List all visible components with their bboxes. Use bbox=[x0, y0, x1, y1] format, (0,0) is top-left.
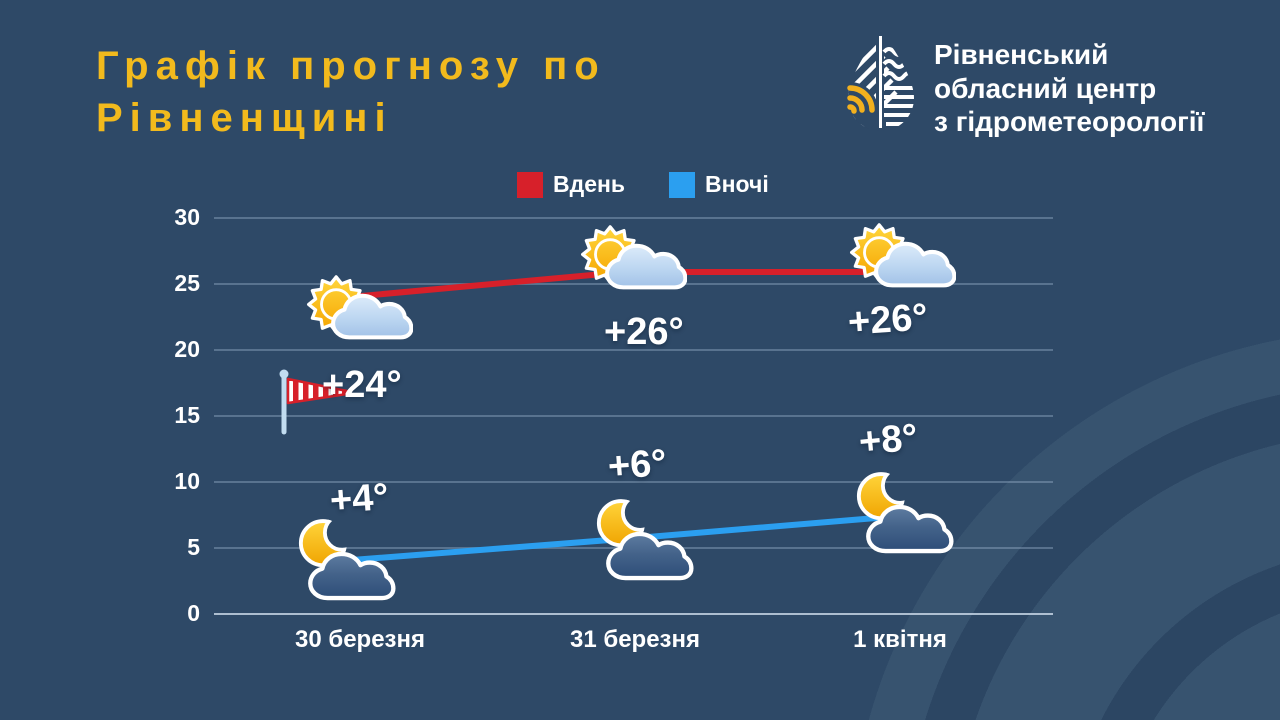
x-axis-label: 30 березня bbox=[295, 626, 425, 653]
legend: Вдень Вночі bbox=[517, 171, 769, 198]
y-axis-label: 15 bbox=[174, 402, 200, 428]
moon-cloud-icon bbox=[855, 471, 955, 554]
gridline-0 bbox=[214, 613, 1053, 615]
temp-label-night-3: +8° bbox=[857, 416, 920, 464]
org-name: Рівненський обласний центр з гідрометеор… bbox=[934, 39, 1205, 137]
moon-cloud-icon bbox=[297, 518, 397, 601]
y-axis-label: 25 bbox=[174, 270, 200, 296]
y-axis-label: 5 bbox=[187, 534, 200, 560]
y-axis-label: 20 bbox=[174, 336, 200, 362]
y-axis-label: 10 bbox=[174, 468, 200, 494]
y-axis-label: 30 bbox=[174, 204, 200, 230]
y-axis-label: 0 bbox=[187, 600, 200, 626]
moon-cloud-icon bbox=[595, 498, 695, 581]
sun-cloud-icon bbox=[846, 222, 956, 298]
temp-label-night-1: +4° bbox=[328, 476, 390, 522]
water-drop-logo-icon bbox=[847, 32, 914, 131]
x-axis-label: 31 березня bbox=[570, 626, 700, 653]
sun-cloud-icon bbox=[577, 224, 687, 300]
gridline-10 bbox=[214, 481, 1053, 483]
sun-cloud-icon bbox=[303, 274, 413, 350]
windsock-icon bbox=[279, 369, 349, 435]
page-title: Графік прогнозу по Рівненщині bbox=[96, 44, 606, 140]
gridline-30 bbox=[214, 217, 1053, 219]
gridline-15 bbox=[214, 415, 1053, 417]
temp-label-day-3: +26° bbox=[846, 296, 930, 344]
temp-label-day-1: +24° bbox=[322, 364, 402, 406]
gridline-20 bbox=[214, 349, 1053, 351]
x-axis-label: 1 квітня bbox=[853, 626, 947, 653]
legend-swatch-night bbox=[669, 171, 696, 198]
temp-label-day-2: +26° bbox=[604, 311, 684, 353]
legend-label-day: Вдень bbox=[553, 171, 626, 197]
legend-swatch-day bbox=[517, 171, 543, 198]
temp-label-night-2: +6° bbox=[606, 442, 668, 488]
legend-label-night: Вночі bbox=[705, 171, 769, 197]
